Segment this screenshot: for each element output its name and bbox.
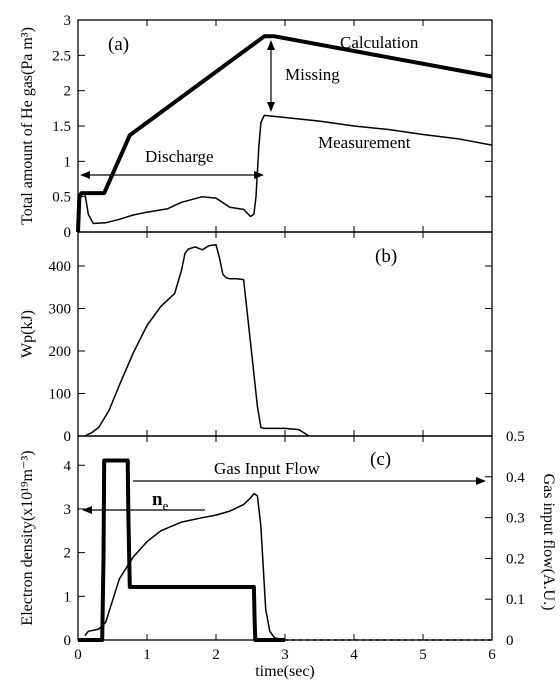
panel-a-ytick-label: 1.5 — [52, 119, 71, 135]
panel-b-ytick-label: 400 — [49, 259, 72, 275]
panel-c-ytick-label: 0 — [64, 633, 72, 649]
panel-c-ytick-label: 4 — [64, 458, 72, 474]
panel-label-b: (b) — [375, 246, 397, 267]
panel-c-y2tick-label: 0.2 — [506, 551, 525, 567]
panel-a-ytick-label: 0.5 — [52, 190, 71, 206]
panel-c-xtick-label: 4 — [350, 647, 358, 663]
wp-line — [84, 244, 310, 437]
measurement-label: Measurement — [318, 133, 411, 152]
panel-b-ytick-label: 0 — [64, 429, 72, 445]
panel-b-ytick-label: 300 — [49, 302, 72, 318]
panel-c-xtick-label: 3 — [281, 647, 289, 663]
gas-input-flow-line — [78, 458, 285, 642]
panel-c-xtick-label: 2 — [212, 647, 220, 663]
panel-c-y2tick-label: 0 — [506, 633, 514, 649]
panel-c-ytick-label: 1 — [64, 589, 72, 605]
discharge-arrow — [80, 171, 264, 179]
panel-c-xtick-label: 0 — [74, 647, 82, 663]
gas-input-flow-label: Gas Input Flow — [214, 459, 321, 478]
gas-input-flow-arrow — [133, 477, 486, 485]
missing-arrow — [267, 40, 275, 112]
panel-c-ytick-label: 2 — [64, 546, 72, 562]
ne-arrow — [82, 506, 205, 514]
panel-c-xtick-label: 6 — [488, 647, 496, 663]
discharge-label: Discharge — [145, 147, 214, 166]
panel-a-ytick-label: 0 — [64, 225, 72, 241]
ne-line — [84, 492, 286, 641]
calculation-label: Calculation — [340, 33, 419, 52]
panel-c-xtick-label: 5 — [419, 647, 427, 663]
panel-c-y2tick-label: 0.4 — [506, 470, 525, 486]
panel-c-y2tick-label: 0.1 — [506, 592, 525, 608]
panel-c-y2tick-label: 0.5 — [506, 429, 525, 445]
generated-marks: 0 0.5 1 1.5 2 2.5 3 0 100 200 300 400 0 1 2 3 4 0 0.1 0.2 0.… — [49, 13, 526, 663]
ne-label: ne — [152, 489, 169, 513]
panel-c-ylabel: Electron density(x10¹⁹m⁻³) — [19, 450, 36, 625]
panel-b-ylabel: Wp(kJ) — [19, 310, 36, 358]
panel-c-y2tick-label: 0.3 — [506, 511, 525, 527]
missing-label: Missing — [285, 65, 340, 84]
measurement-line — [77, 114, 493, 233]
panel-a-ylabel: Total amount of He gas(Pa m³) — [19, 27, 36, 225]
panel-c-ytick-label: 3 — [64, 502, 72, 518]
panel-b-ytick-label: 200 — [49, 344, 72, 360]
panel-c-y2label: Gas input flow(A.U.) — [540, 474, 557, 611]
panel-label-a: (a) — [108, 34, 129, 55]
panel-a-ytick-label: 2 — [64, 84, 72, 100]
panel-a-ytick-label: 1 — [64, 154, 72, 170]
panel-a-ytick-label: 2.5 — [52, 48, 71, 64]
panel-b-ytick-label: 100 — [49, 387, 72, 403]
panel-b-frame — [77, 231, 493, 437]
panel-c-xtick-label: 1 — [143, 647, 151, 663]
panel-c-xlabel: time(sec) — [255, 663, 315, 680]
panel-a-ytick-label: 3 — [64, 13, 72, 29]
panel-label-c: (c) — [370, 449, 391, 470]
